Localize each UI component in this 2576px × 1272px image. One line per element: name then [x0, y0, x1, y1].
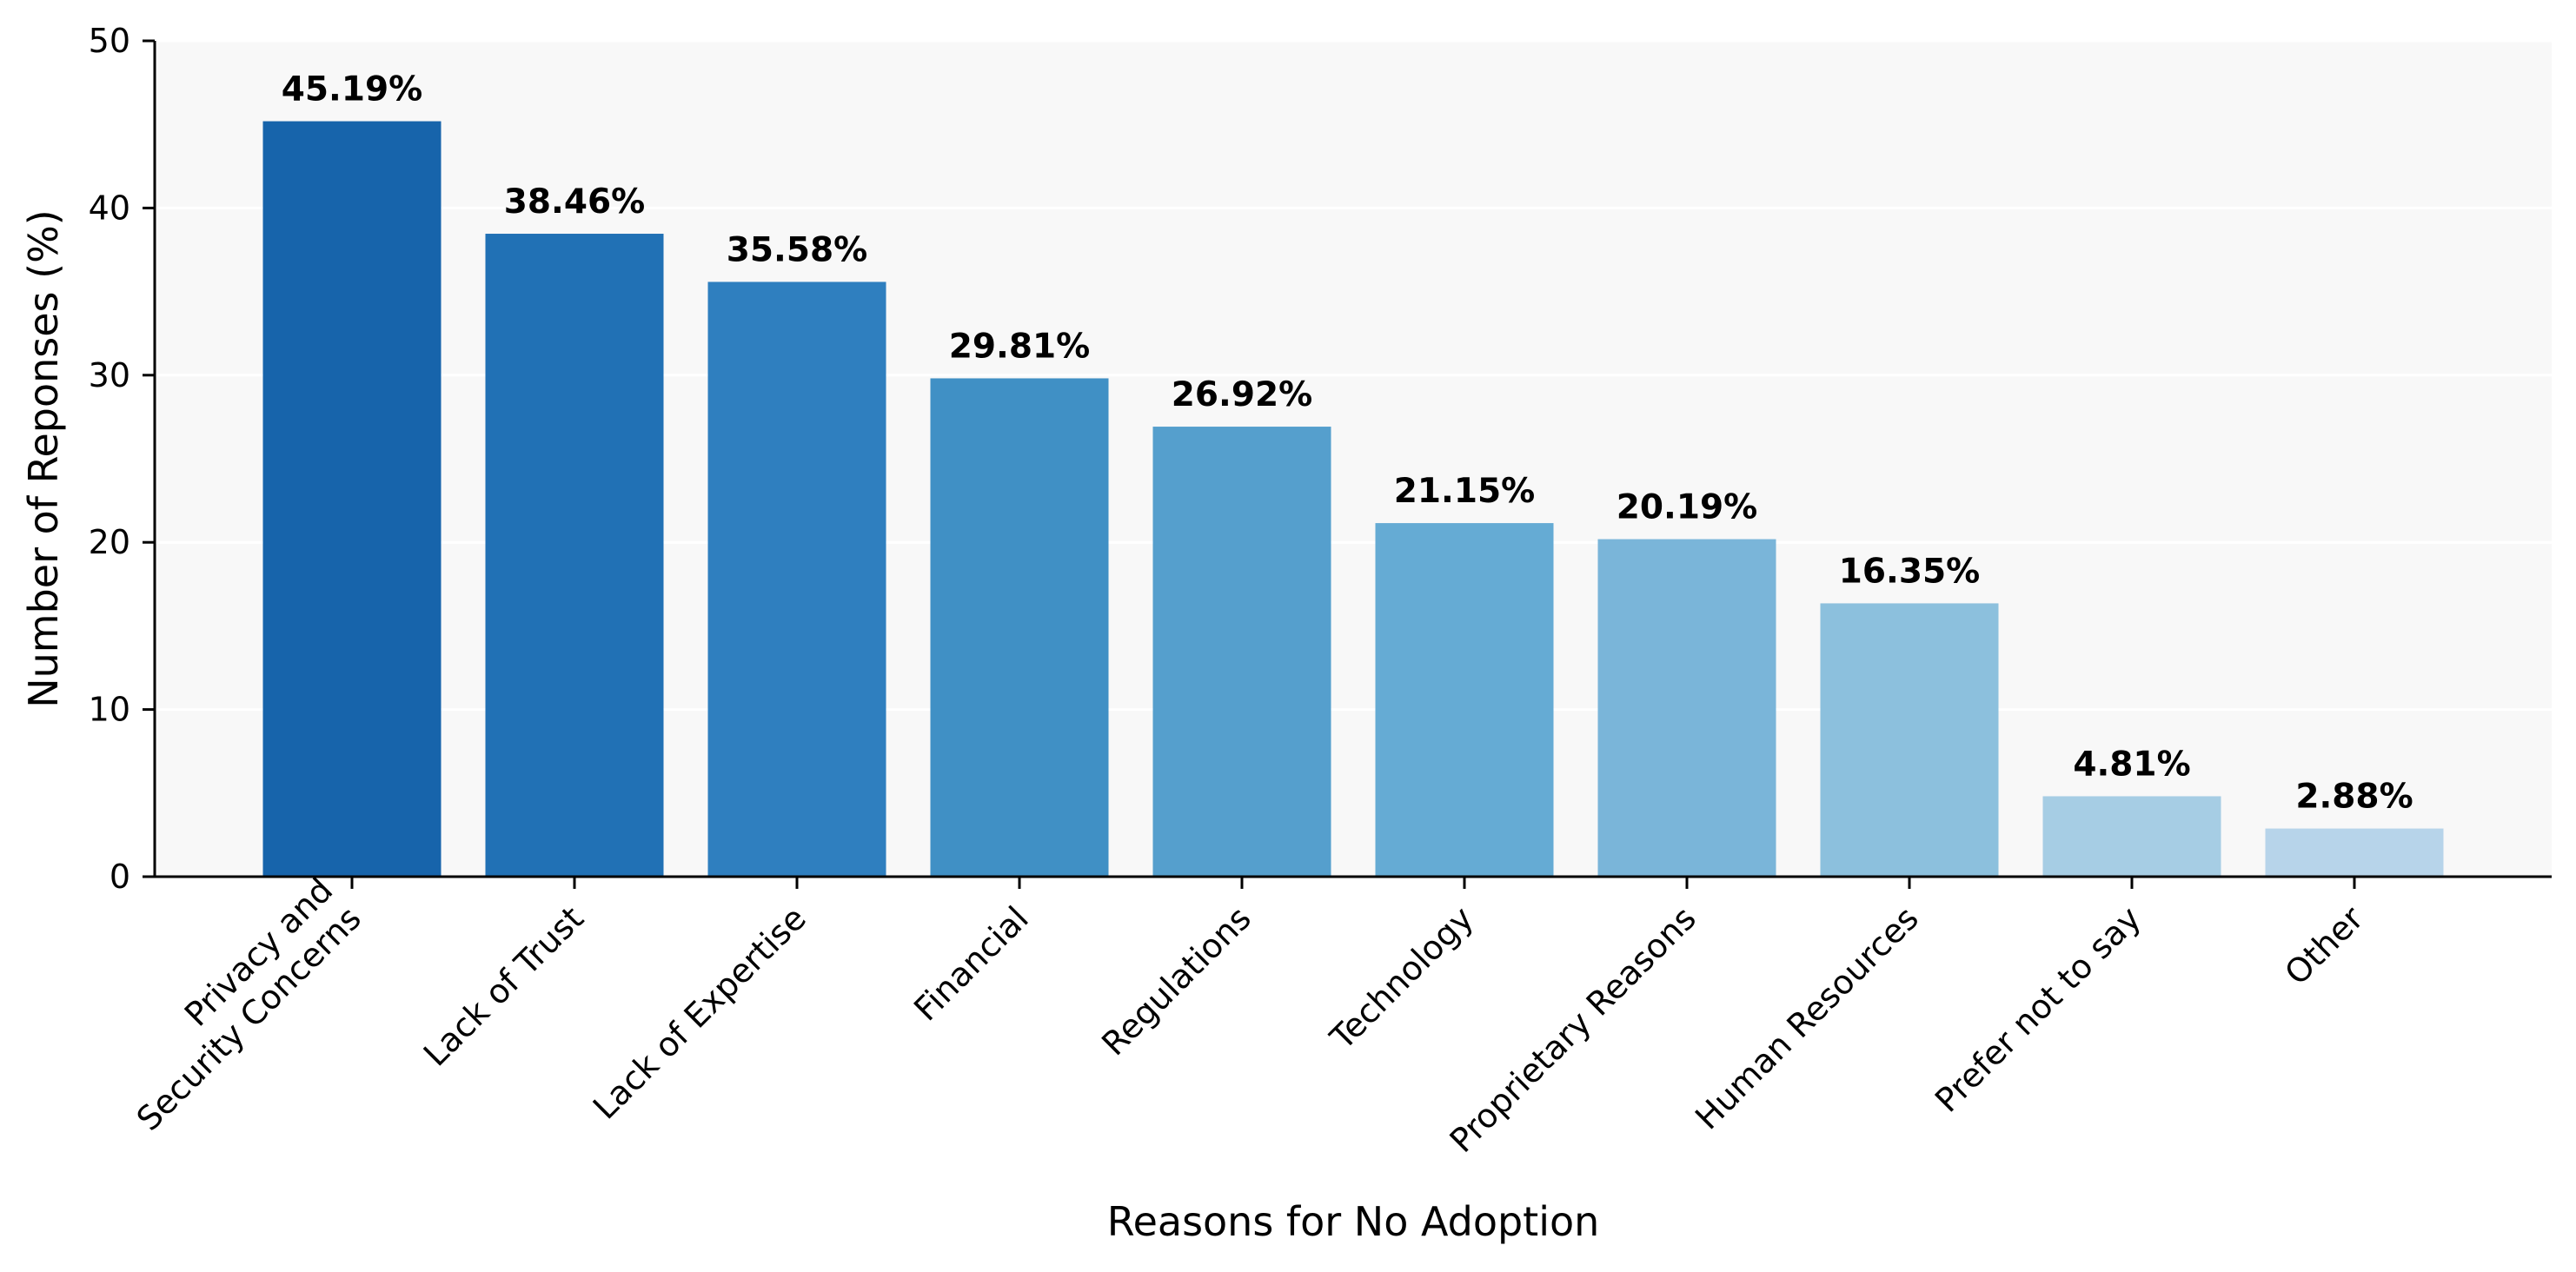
data-label: 35.58%: [727, 230, 867, 269]
data-label: 29.81%: [949, 327, 1090, 366]
data-label: 26.92%: [1172, 375, 1312, 414]
bar: [1820, 603, 1999, 877]
bar: [707, 282, 886, 877]
bar: [2265, 828, 2444, 877]
x-tick-label: Financial: [906, 899, 1036, 1029]
x-tick-label: Lack of Expertise: [586, 899, 813, 1127]
y-tick-label: 20: [89, 523, 130, 561]
data-label: 20.19%: [1617, 488, 1757, 527]
x-tick-label: Proprietary Reasons: [1443, 899, 1703, 1160]
y-tick-label: 30: [89, 356, 130, 394]
data-labels: 45.19% 38.46% 35.58% 29.81% 26.92% 21.15% 20.1…: [282, 70, 2413, 817]
bar: [930, 378, 1109, 878]
x-axis-label: Reasons for No Adoption: [1107, 1198, 1600, 1245]
bar: [1597, 539, 1776, 877]
x-axis-ticks: Privacy andSecurity Concerns Lack of Trus…: [101, 871, 2371, 1160]
y-tick-label: 0: [110, 858, 130, 896]
data-label: 45.19%: [282, 70, 422, 109]
bar: [1375, 523, 1554, 877]
x-tick-label: Prefer not to say: [1928, 899, 2148, 1120]
bar: [1152, 427, 1331, 877]
x-tick-label: Human Resources: [1688, 899, 1926, 1137]
x-tick-label: Technology: [1323, 899, 1481, 1057]
bar: [485, 234, 664, 877]
bar: [2042, 796, 2221, 877]
x-tick-label: Regulations: [1094, 899, 1258, 1063]
x-tick-label: Privacy andSecurity Concerns: [101, 871, 368, 1138]
data-label: 38.46%: [504, 182, 645, 222]
y-axis-ticks: 0 10 20 30 40 50: [89, 22, 155, 896]
x-tick-label: Other: [2277, 898, 2371, 992]
data-label: 4.81%: [2073, 745, 2190, 784]
y-tick-label: 10: [89, 691, 130, 729]
data-label: 2.88%: [2295, 778, 2413, 817]
data-label: 16.35%: [1839, 552, 1980, 591]
data-label: 21.15%: [1394, 472, 1535, 511]
y-tick-label: 40: [89, 189, 130, 227]
bars: [262, 121, 2444, 878]
y-axis-label: Number of Reponses (%): [20, 209, 67, 708]
bar: [262, 121, 442, 877]
y-tick-label: 50: [89, 22, 130, 60]
x-tick-label: Lack of Trust: [416, 899, 591, 1074]
